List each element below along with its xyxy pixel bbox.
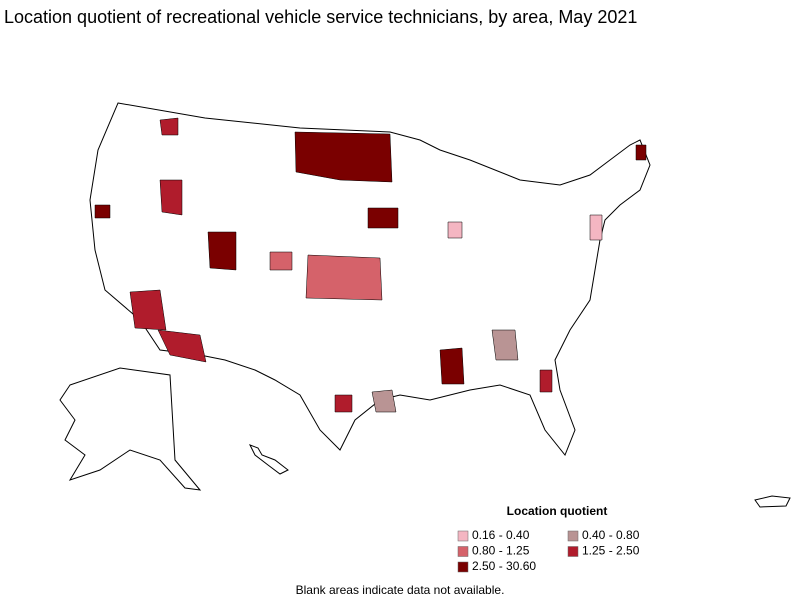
map-regions [94, 117, 647, 413]
legend-label: 1.25 - 2.50 [582, 544, 640, 558]
legend-swatch [457, 561, 469, 573]
legend-label: 0.40 - 0.80 [582, 528, 640, 542]
legend-label: 0.16 - 0.40 [472, 528, 530, 542]
legend-swatch [567, 546, 579, 557]
legend-swatch [457, 546, 469, 557]
map-outline [59, 102, 791, 508]
legend: Location quotient 0.16 - 0.40 0.40 - 0.80… [457, 504, 640, 573]
legend-swatch [567, 530, 579, 542]
legend-swatch [457, 530, 469, 542]
legend-label: 2.50 - 30.60 [472, 559, 536, 573]
legend-label: 0.80 - 1.25 [472, 544, 530, 558]
legend-title: Location quotient [507, 504, 608, 518]
map-title: Location quotient of recreational vehicl… [4, 7, 637, 27]
footnote: Blank areas indicate data not available. [296, 583, 505, 597]
